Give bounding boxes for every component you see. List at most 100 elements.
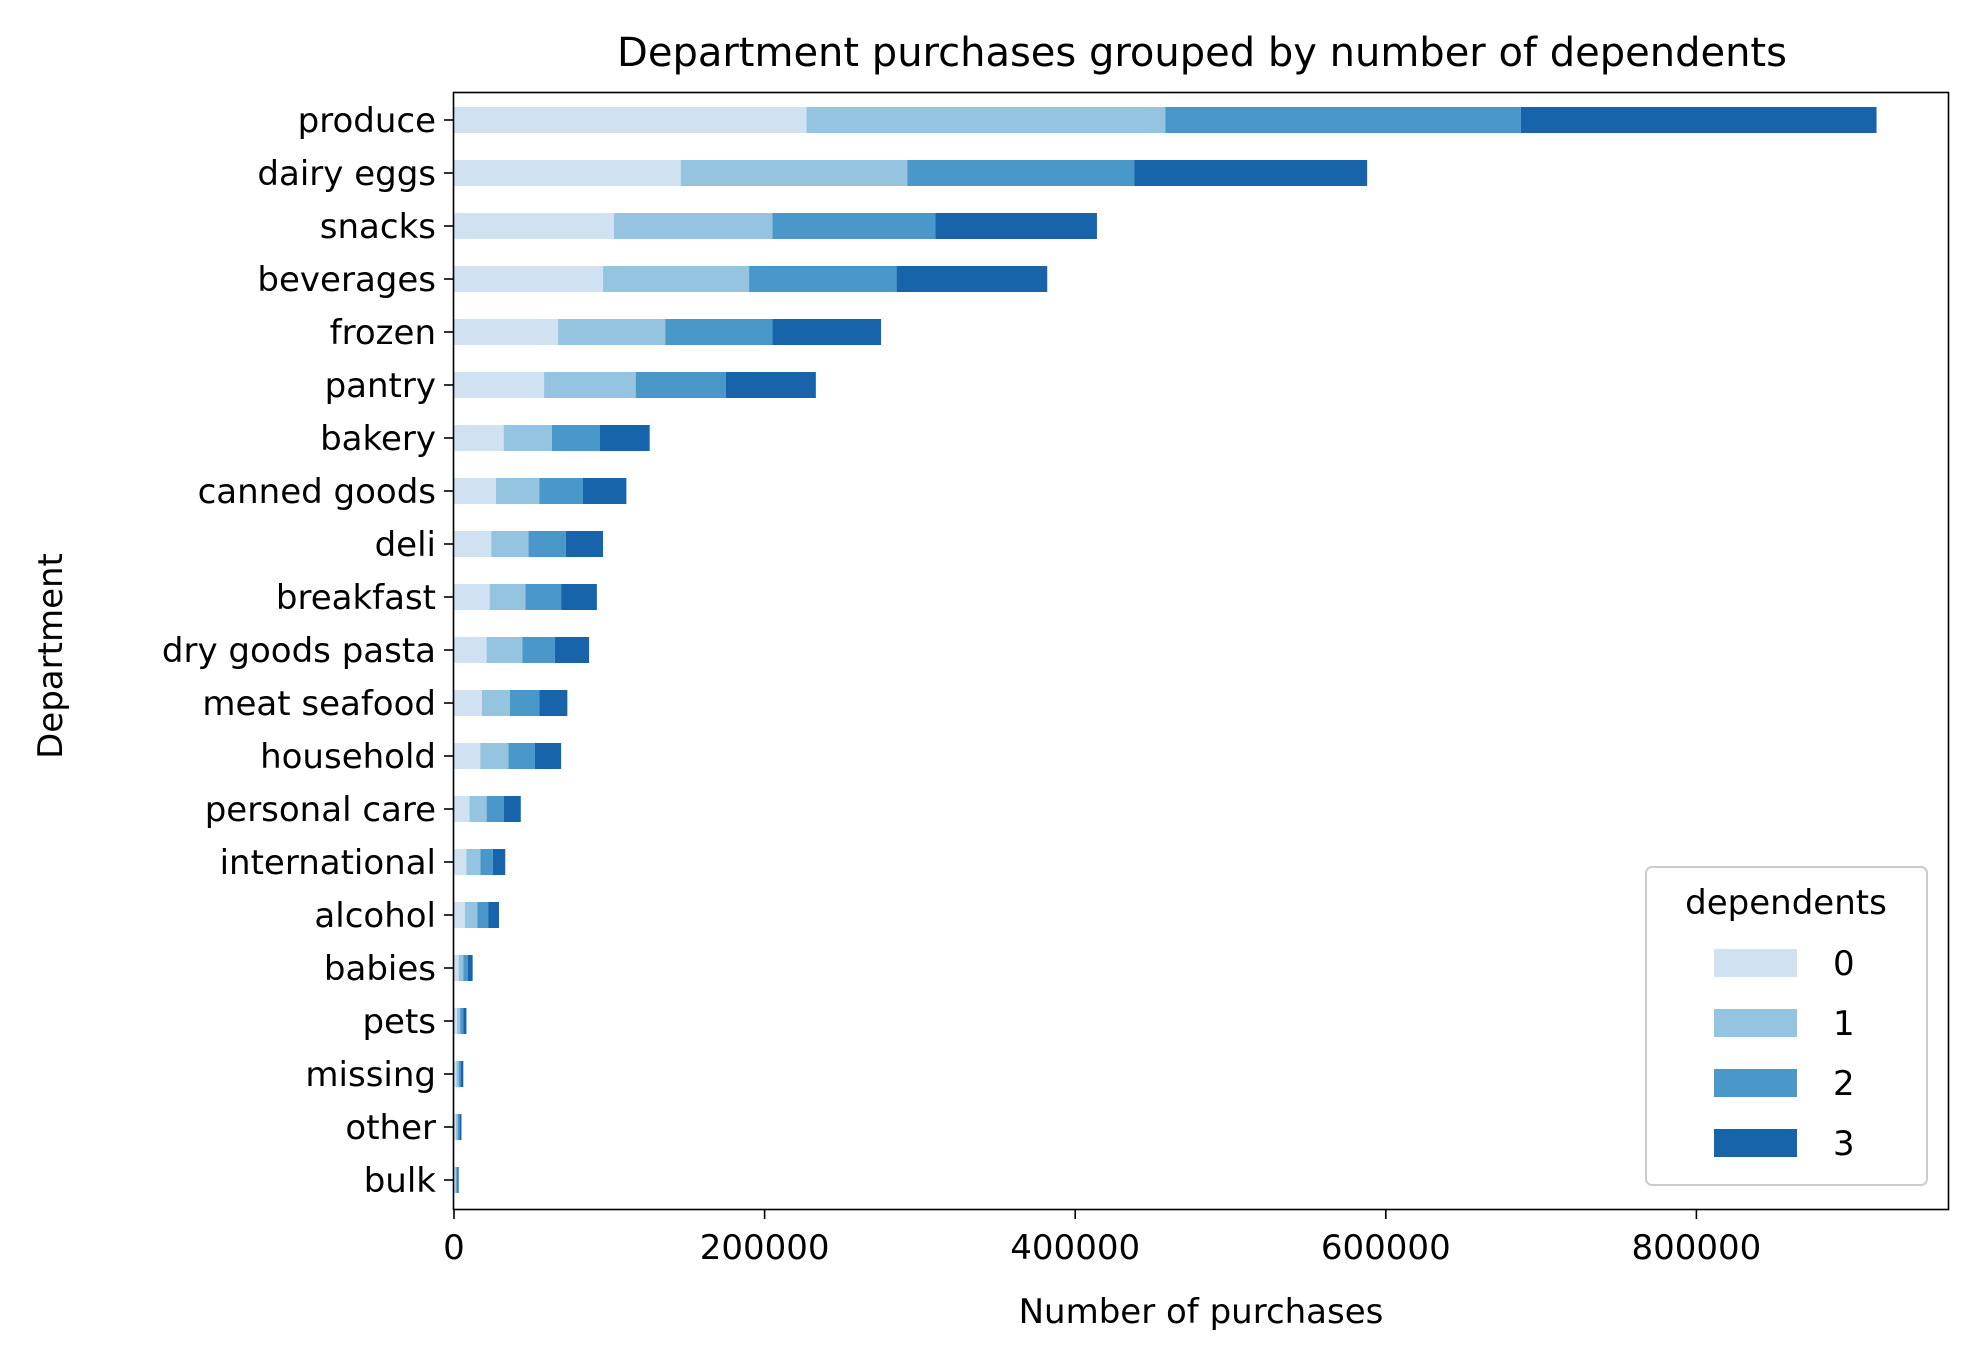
bar-canned-goods-dep-0 — [454, 478, 496, 504]
x-tick-label: 600000 — [1321, 1228, 1451, 1268]
bar-snacks-dep-0 — [454, 213, 614, 239]
bar-deli-dep-0 — [454, 531, 492, 557]
y-tick-label: breakfast — [276, 578, 436, 618]
bar-snacks-dep-1 — [613, 213, 773, 239]
bar-meat-seafood-dep-0 — [454, 690, 482, 716]
y-tick-label: bakery — [320, 419, 436, 459]
bar-personal-care-dep-0 — [454, 796, 470, 822]
bar-meat-seafood-dep-2 — [509, 690, 540, 716]
bar-bulk-dep-0 — [454, 1167, 456, 1193]
bar-pets-dep-3 — [463, 1008, 467, 1034]
y-ticks: produce dairy eggs snacks beverages frozen pa… — [162, 101, 454, 1201]
y-tick-label: deli — [375, 525, 436, 565]
y-tick-label: other — [345, 1108, 436, 1148]
bar-pantry-dep-0 — [454, 372, 545, 398]
bar-pets-dep-2 — [460, 1008, 464, 1034]
bar-personal-care-dep-2 — [486, 796, 504, 822]
bar-dry-goods-pasta-dep-2 — [522, 637, 555, 663]
bar-bakery-dep-0 — [454, 425, 504, 451]
bar-dairy-eggs-dep-0 — [454, 160, 681, 186]
bar-international-dep-2 — [480, 849, 493, 875]
bar-international-dep-3 — [492, 849, 506, 875]
bar-babies-dep-3 — [467, 955, 473, 981]
bar-international-dep-0 — [454, 849, 467, 875]
legend-label-3: 3 — [1833, 1124, 1855, 1164]
y-tick-label: beverages — [257, 260, 436, 300]
legend-swatch-3 — [1714, 1129, 1797, 1157]
bar-beverages-dep-3 — [896, 266, 1048, 292]
bar-other-dep-2 — [457, 1114, 460, 1140]
legend-label-2: 2 — [1833, 1064, 1855, 1104]
bar-pets-dep-1 — [457, 1008, 461, 1034]
bar-meat-seafood-dep-3 — [539, 690, 568, 716]
bar-frozen-dep-3 — [772, 319, 882, 345]
y-tick-label: household — [260, 737, 436, 777]
y-tick-label: meat seafood — [202, 684, 436, 724]
bar-bakery-dep-1 — [503, 425, 552, 451]
bar-household-dep-3 — [534, 743, 562, 769]
bar-canned-goods-dep-3 — [582, 478, 627, 504]
bar-pantry-dep-2 — [635, 372, 726, 398]
bar-breakfast-dep-0 — [454, 584, 490, 610]
legend: dependents 0 1 2 3 — [1645, 866, 1928, 1186]
bar-international-dep-1 — [466, 849, 481, 875]
bar-breakfast-dep-2 — [525, 584, 562, 610]
bar-babies-dep-2 — [463, 955, 468, 981]
bar-bakery-dep-2 — [551, 425, 600, 451]
bar-missing-dep-1 — [456, 1061, 459, 1087]
y-tick-label: snacks — [320, 207, 436, 247]
bars-group — [454, 107, 1877, 1193]
y-tick-label: alcohol — [314, 896, 436, 936]
bar-missing-dep-0 — [454, 1061, 457, 1087]
chart-title: Department purchases grouped by number o… — [617, 30, 1787, 76]
bar-pantry-dep-3 — [725, 372, 816, 398]
y-tick-label: dry goods pasta — [162, 631, 436, 671]
y-tick-label: missing — [305, 1055, 436, 1095]
bar-dairy-eggs-dep-2 — [907, 160, 1135, 186]
bar-deli-dep-3 — [565, 531, 604, 557]
legend-label-0: 0 — [1833, 944, 1855, 984]
bar-other-dep-3 — [459, 1114, 462, 1140]
bar-babies-dep-0 — [454, 955, 459, 981]
bar-household-dep-0 — [454, 743, 481, 769]
bar-household-dep-1 — [480, 743, 509, 769]
y-tick-label: pets — [362, 1002, 436, 1042]
bar-other-dep-0 — [454, 1114, 456, 1140]
bar-dairy-eggs-dep-1 — [680, 160, 908, 186]
bar-beverages-dep-0 — [454, 266, 604, 292]
bar-canned-goods-dep-2 — [539, 478, 583, 504]
bar-bulk-dep-3 — [457, 1167, 459, 1193]
bar-alcohol-dep-3 — [488, 902, 500, 928]
bar-frozen-dep-1 — [558, 319, 666, 345]
bar-frozen-dep-0 — [454, 319, 559, 345]
bar-snacks-dep-3 — [935, 213, 1097, 239]
bar-alcohol-dep-2 — [477, 902, 489, 928]
bar-deli-dep-1 — [491, 531, 529, 557]
bar-dairy-eggs-dep-3 — [1134, 160, 1368, 186]
bar-beverages-dep-2 — [749, 266, 897, 292]
x-tick-label: 400000 — [1010, 1228, 1140, 1268]
legend-title: dependents — [1685, 883, 1887, 923]
legend-swatch-2 — [1714, 1069, 1797, 1097]
y-tick-label: pantry — [325, 366, 436, 406]
bar-alcohol-dep-1 — [464, 902, 478, 928]
x-tick-label: 0 — [443, 1228, 465, 1268]
bar-meat-seafood-dep-1 — [481, 690, 510, 716]
x-tick-label: 800000 — [1632, 1228, 1762, 1268]
bar-bulk-dep-2 — [456, 1167, 458, 1193]
x-axis-label: Number of purchases — [1019, 1292, 1384, 1332]
y-tick-label: personal care — [205, 790, 436, 830]
bar-alcohol-dep-0 — [454, 902, 465, 928]
legend-swatch-0 — [1714, 949, 1797, 977]
bar-personal-care-dep-1 — [469, 796, 487, 822]
bar-dry-goods-pasta-dep-3 — [554, 637, 590, 663]
x-ticks: 0 200000 400000 600000 800000 — [443, 1209, 1761, 1268]
bar-bulk-dep-1 — [455, 1167, 457, 1193]
bar-produce-dep-1 — [806, 107, 1166, 133]
bar-produce-dep-2 — [1165, 107, 1521, 133]
bar-breakfast-dep-1 — [489, 584, 526, 610]
y-tick-label: frozen — [330, 313, 436, 353]
bar-pantry-dep-1 — [544, 372, 636, 398]
legend-swatch-1 — [1714, 1009, 1797, 1037]
